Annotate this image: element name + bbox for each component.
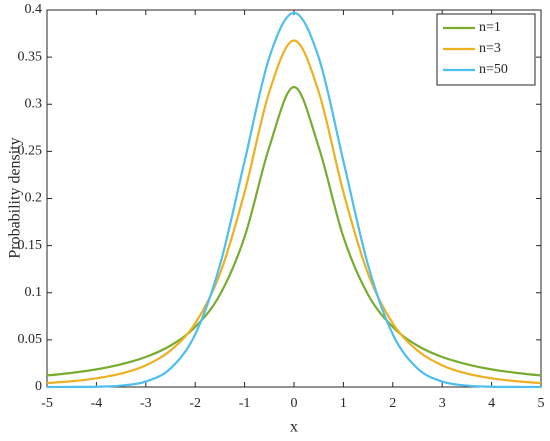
x-tick-label: -4 [91,396,103,411]
legend-label: n=1 [479,20,501,35]
x-tick-label: 3 [439,396,446,411]
y-tick-label: 0.35 [18,49,43,64]
y-tick-label: 0.15 [18,238,43,253]
y-tick-label: 0.25 [18,144,43,159]
y-tick-label: 0.05 [18,332,43,347]
legend-label: n=3 [479,41,501,56]
y-axis-label: Probability density [7,137,24,258]
series-line [46,11,542,389]
x-tick-label: -3 [140,396,152,411]
y-tick-label: 0.2 [25,191,43,206]
x-tick-label: 2 [389,396,396,411]
x-tick-label: -2 [189,396,201,411]
legend-label: n=50 [479,62,508,77]
x-tick-label: 0 [291,396,298,411]
x-axis-label: x [290,419,298,436]
series-line [46,85,542,377]
series-line [46,39,542,385]
y-tick-label: 0.3 [25,96,43,111]
x-tick-label: 4 [488,396,495,411]
y-tick-label: 0.4 [25,2,43,17]
x-tick-label: 5 [538,396,545,411]
x-tick-label: -5 [41,396,53,411]
x-tick-label: 1 [340,396,347,411]
x-tick-label: -1 [239,396,251,411]
y-tick-label: 0.1 [25,285,43,300]
y-tick-label: 0 [35,379,42,394]
